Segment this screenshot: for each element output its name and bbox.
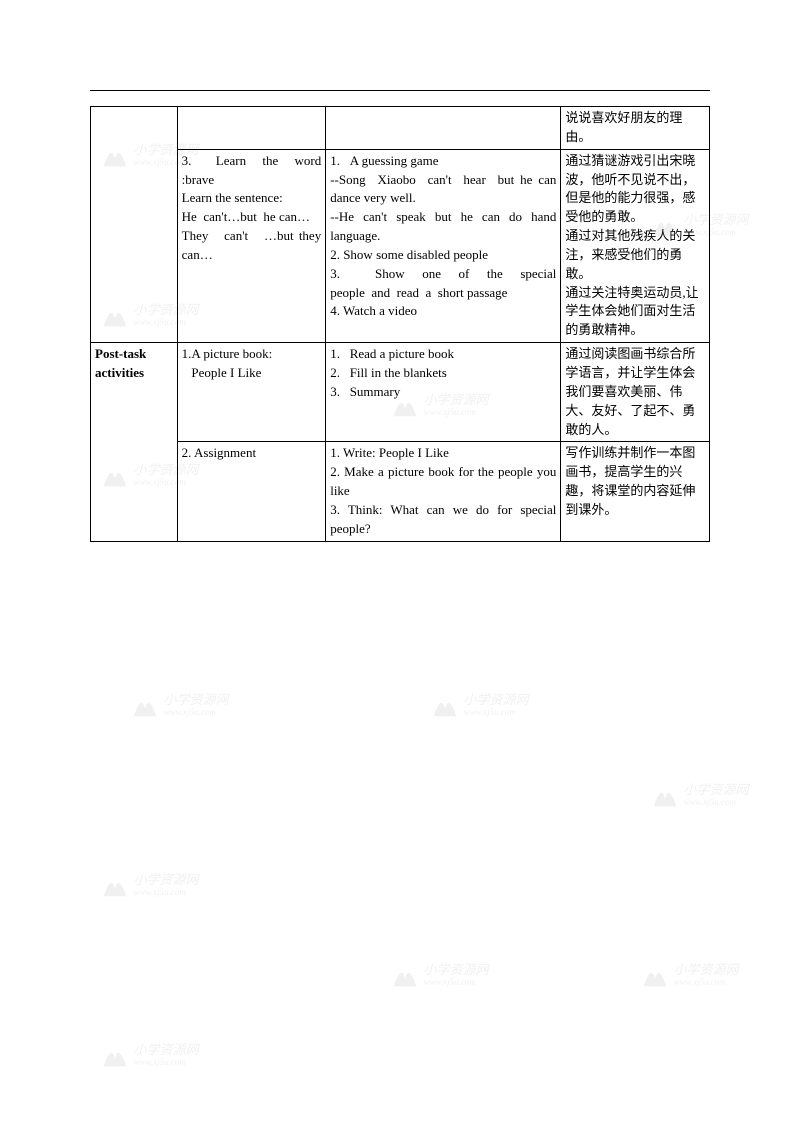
watermark-icon: 小学资源网www.xj5u.com	[390, 960, 489, 990]
watermark-url: www.xj5u.com	[164, 707, 216, 717]
cell-text: 1.A picture book: People I Like	[182, 346, 273, 380]
cell: 1.A picture book: People I Like	[177, 343, 326, 442]
cell: 写作训练并制作一本图画书，提高学生的兴趣，将课堂的内容延伸到课外。	[561, 442, 710, 541]
cell: 2. Assignment	[177, 442, 326, 541]
watermark-icon: 小学资源网www.xj5u.com	[100, 870, 199, 900]
watermark-icon: 小学资源网www.xj5u.com	[130, 690, 229, 720]
watermark-icon: 小学资源网www.xj5u.com	[640, 960, 739, 990]
cell: 通过猜谜游戏引出宋晓波，他听不见说不出，但是他的能力很强，感受他的勇敢。通过对其…	[561, 149, 710, 342]
cell: 1. Read a picture book2. Fill in the bla…	[326, 343, 561, 442]
table-row: 说说喜欢好朋友的理由。	[91, 107, 710, 150]
cell: 通过阅读图画书综合所学语言，并让学生体会我们要喜欢美丽、伟大、友好、了起不、勇敢…	[561, 343, 710, 442]
watermark-text: 小学资源网	[674, 962, 739, 977]
cell-text: 1. Write: People I Like2. Make a picture…	[330, 445, 556, 535]
lesson-plan-table: 说说喜欢好朋友的理由。 3. Learn the word :braveLear…	[90, 106, 710, 542]
watermark-text: 小学资源网	[684, 782, 749, 797]
cell-text: 通过猜谜游戏引出宋晓波，他听不见说不出，但是他的能力很强，感受他的勇敢。通过对其…	[565, 153, 698, 338]
watermark-url: www.xj5u.com	[684, 797, 736, 807]
cell-text: 说说喜欢好朋友的理由。	[565, 110, 682, 144]
watermark-url: www.xj5u.com	[134, 887, 186, 897]
watermark-text: 小学资源网	[134, 872, 199, 887]
cell: 1. A guessing game--Song Xiaobo can't he…	[326, 149, 561, 342]
watermark-text: 小学资源网	[164, 692, 229, 707]
cell-text: 3. Learn the word :braveLearn the senten…	[182, 153, 322, 262]
watermark-icon: 小学资源网www.xj5u.com	[650, 780, 749, 810]
cell	[177, 107, 326, 150]
cell-text: 写作训练并制作一本图画书，提高学生的兴趣，将课堂的内容延伸到课外。	[565, 445, 695, 517]
watermark-text: 小学资源网	[464, 692, 529, 707]
table-row: 3. Learn the word :braveLearn the senten…	[91, 149, 710, 342]
top-rule	[90, 90, 710, 91]
watermark-url: www.xj5u.com	[674, 977, 726, 987]
cell-section-header: Post-task activities	[91, 343, 178, 541]
watermark-url: www.xj5u.com	[464, 707, 516, 717]
watermark-url: www.xj5u.com	[134, 1057, 186, 1067]
cell	[326, 107, 561, 150]
watermark-icon: 小学资源网www.xj5u.com	[430, 690, 529, 720]
table-row: Post-task activities 1.A picture book: P…	[91, 343, 710, 442]
table-row: 2. Assignment 1. Write: People I Like2. …	[91, 442, 710, 541]
watermark-text: 小学资源网	[424, 962, 489, 977]
cell-text: 2. Assignment	[182, 445, 256, 460]
cell: 说说喜欢好朋友的理由。	[561, 107, 710, 150]
watermark-text: 小学资源网	[134, 1042, 199, 1057]
cell	[91, 107, 178, 343]
cell-text: Post-task activities	[95, 346, 146, 380]
watermark-url: www.xj5u.com	[424, 977, 476, 987]
cell: 1. Write: People I Like2. Make a picture…	[326, 442, 561, 541]
cell: 3. Learn the word :braveLearn the senten…	[177, 149, 326, 342]
watermark-icon: 小学资源网www.xj5u.com	[100, 1040, 199, 1070]
cell-text: 通过阅读图画书综合所学语言，并让学生体会我们要喜欢美丽、伟大、友好、了起不、勇敢…	[565, 346, 695, 436]
cell-text: 1. A guessing game--Song Xiaobo can't he…	[330, 153, 556, 319]
cell-text: 1. Read a picture book2. Fill in the bla…	[330, 346, 454, 399]
